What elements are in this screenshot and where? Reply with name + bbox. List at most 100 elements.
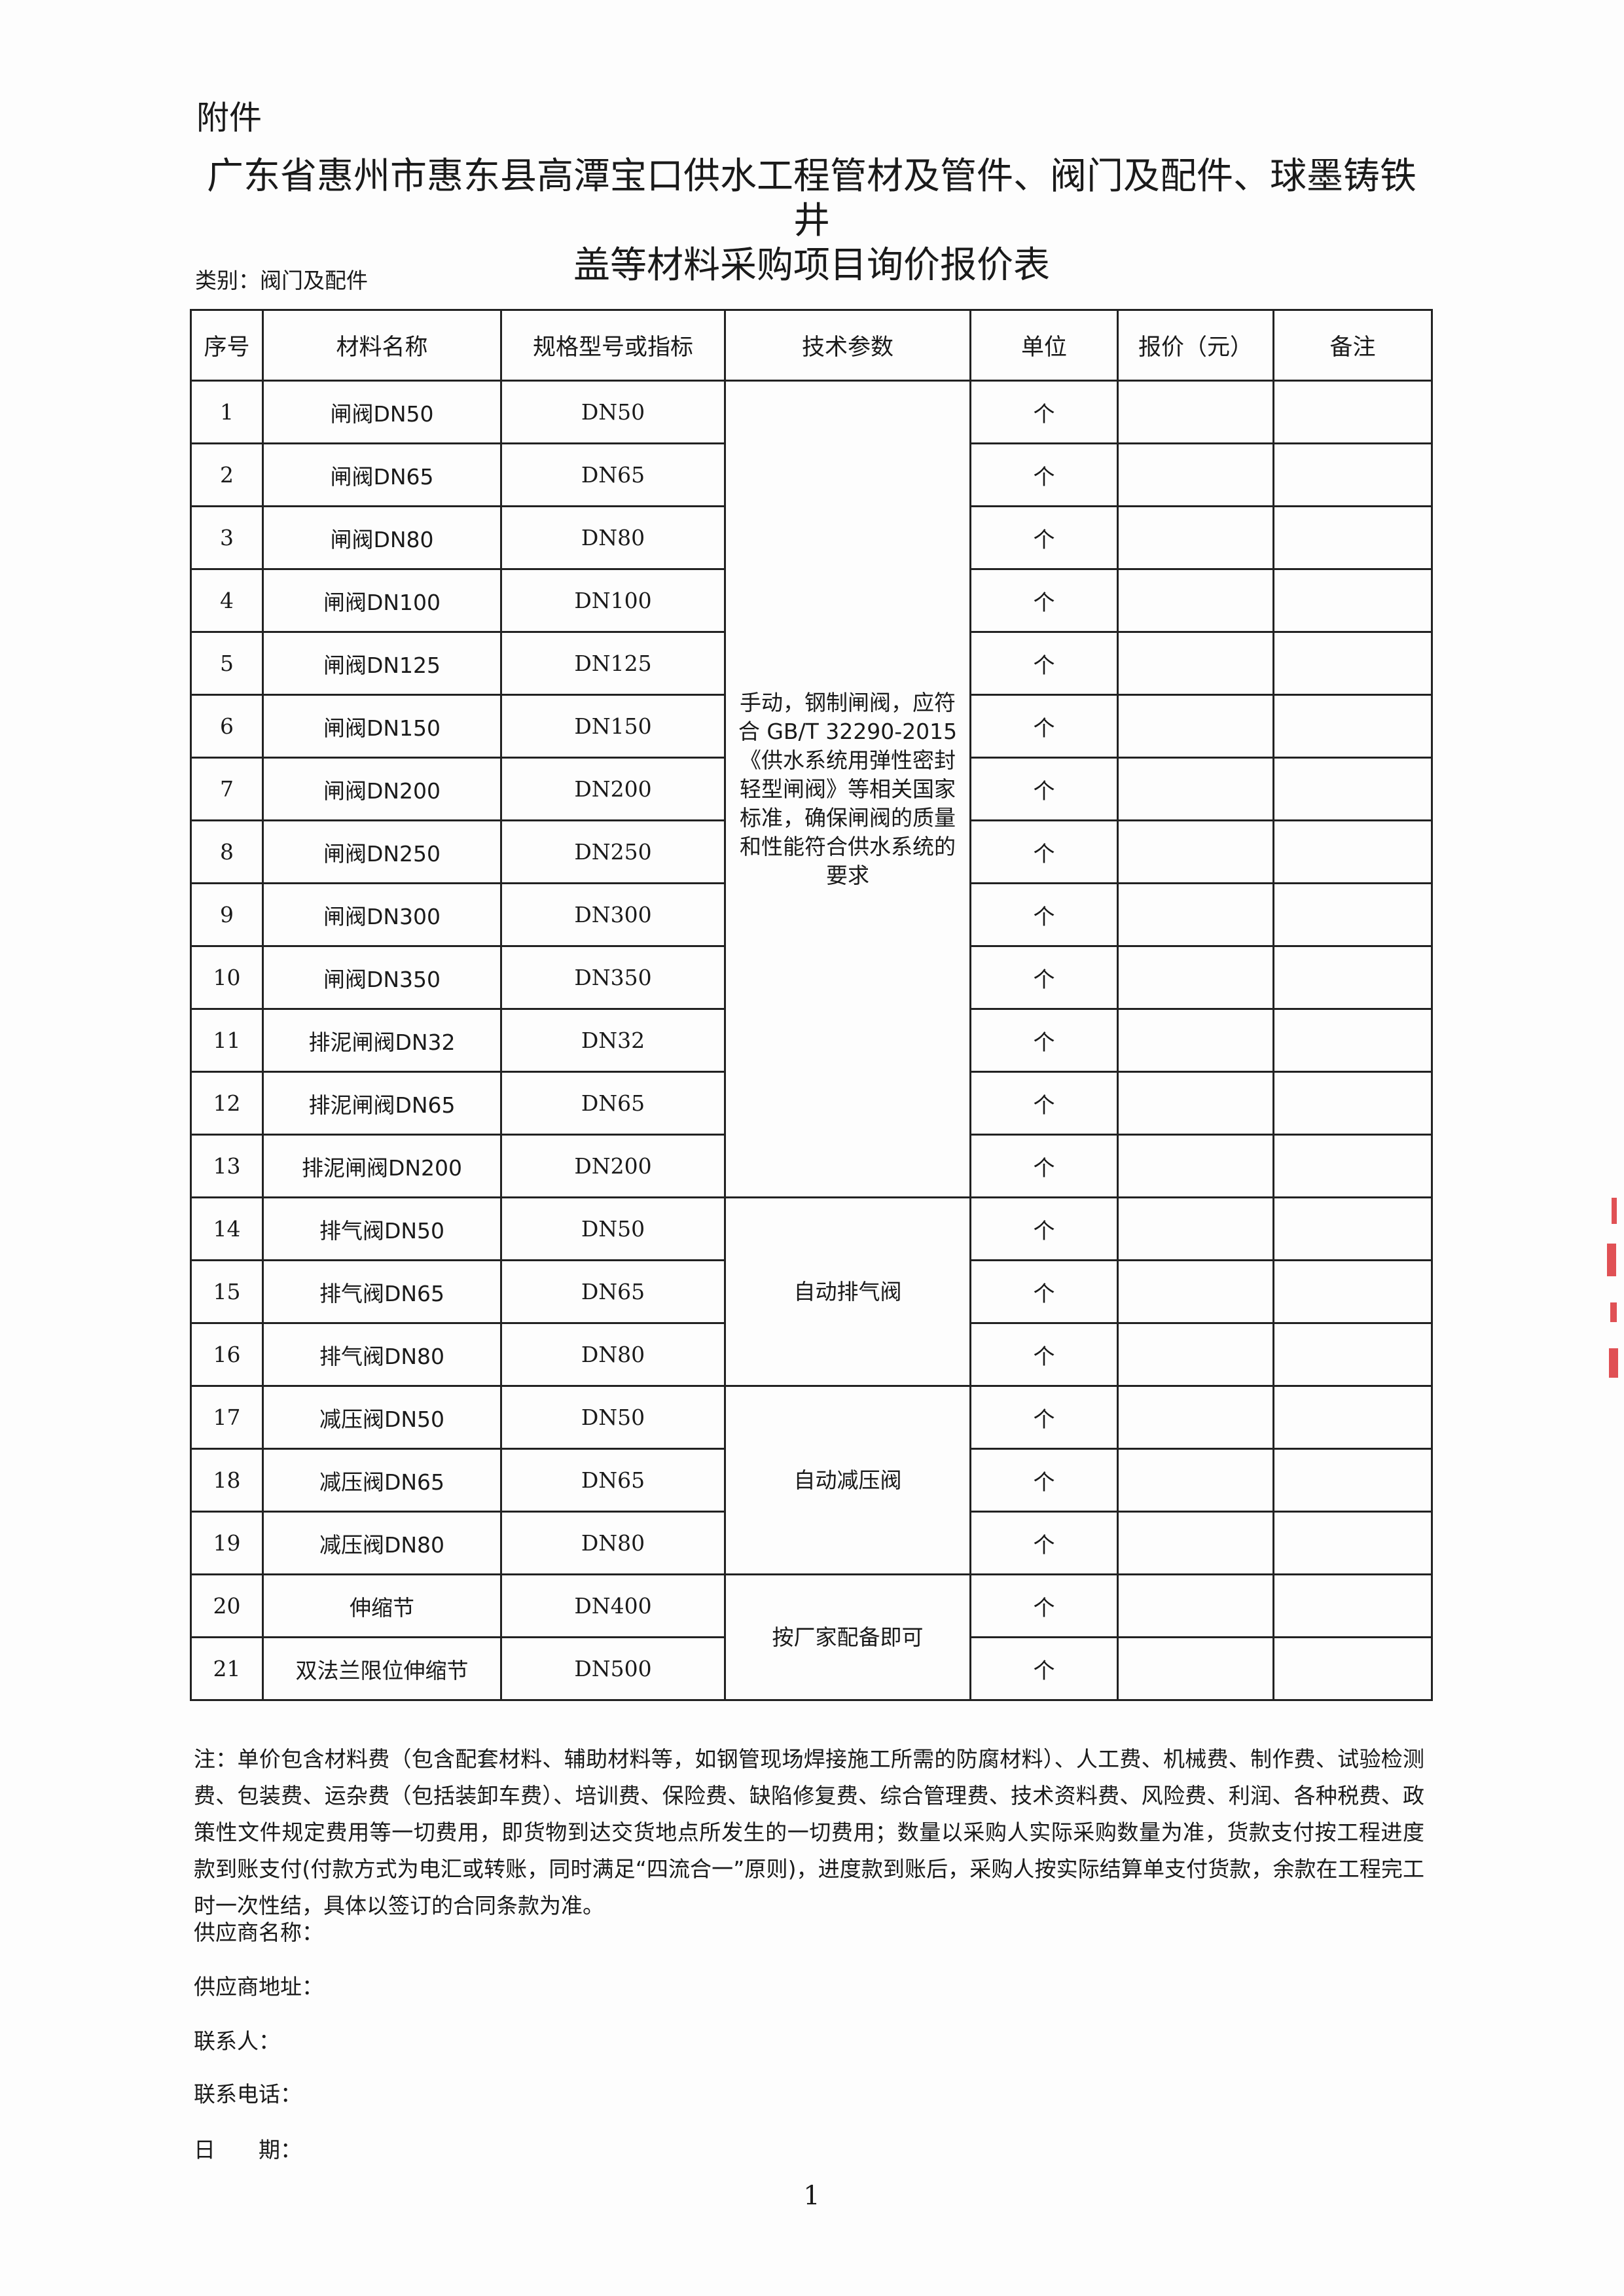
price-cell[interactable] bbox=[1117, 505, 1274, 570]
material-name: 伸缩节 bbox=[262, 1573, 502, 1638]
remark-cell[interactable] bbox=[1272, 1573, 1433, 1638]
specification: DN100 bbox=[500, 568, 726, 633]
column-header: 报价（元） bbox=[1117, 309, 1274, 382]
remark-cell[interactable] bbox=[1272, 380, 1433, 444]
table-row: 11 排泥闸阀DN32 DN32 个 bbox=[190, 1008, 1433, 1073]
price-cell[interactable] bbox=[1117, 442, 1274, 507]
material-name: 排泥闸阀DN32 bbox=[262, 1008, 502, 1073]
column-header: 材料名称 bbox=[262, 309, 502, 382]
price-cell[interactable] bbox=[1117, 819, 1274, 884]
unit: 个 bbox=[969, 505, 1119, 570]
remark-cell[interactable] bbox=[1272, 1385, 1433, 1450]
unit: 个 bbox=[969, 631, 1119, 696]
row-number: 16 bbox=[190, 1322, 264, 1387]
row-number: 1 bbox=[190, 380, 264, 444]
material-name: 闸阀DN250 bbox=[262, 819, 502, 884]
price-cell[interactable] bbox=[1117, 1448, 1274, 1513]
specification: DN80 bbox=[500, 1322, 726, 1387]
row-number: 21 bbox=[190, 1636, 264, 1701]
price-cell[interactable] bbox=[1117, 1322, 1274, 1387]
price-cell[interactable] bbox=[1117, 945, 1274, 1010]
contact-person-label: 联系人： bbox=[194, 2028, 280, 2054]
unit: 个 bbox=[969, 1511, 1119, 1575]
unit: 个 bbox=[969, 694, 1119, 759]
price-cell[interactable] bbox=[1117, 1259, 1274, 1324]
table-row: 16 排气阀DN80 DN80 个 bbox=[190, 1322, 1433, 1387]
price-cell[interactable] bbox=[1117, 1385, 1274, 1450]
price-cell[interactable] bbox=[1117, 631, 1274, 696]
column-header: 序号 bbox=[190, 309, 264, 382]
specification: DN250 bbox=[500, 819, 726, 884]
price-cell[interactable] bbox=[1117, 882, 1274, 947]
table-row: 10 闸阀DN350 DN350 个 bbox=[190, 945, 1433, 1010]
quotation-table: 序号 材料名称 规格型号或指标 技术参数 单位 报价（元） 备注 1 闸阀DN50 DN50 手动… bbox=[190, 309, 1433, 1701]
remark-cell[interactable] bbox=[1272, 1071, 1433, 1136]
remark-cell[interactable] bbox=[1272, 1008, 1433, 1073]
row-number: 13 bbox=[190, 1134, 264, 1198]
table-row: 19 减压阀DN80 DN80 个 bbox=[190, 1511, 1433, 1575]
specification: DN200 bbox=[500, 757, 726, 821]
material-name: 闸阀DN65 bbox=[262, 442, 502, 507]
unit: 个 bbox=[969, 1134, 1119, 1198]
row-number: 14 bbox=[190, 1196, 264, 1261]
material-name: 闸阀DN150 bbox=[262, 694, 502, 759]
remark-cell[interactable] bbox=[1272, 1511, 1433, 1575]
remark-cell[interactable] bbox=[1272, 505, 1433, 570]
table-row: 14 排气阀DN50 DN50 自动排气阀个 bbox=[190, 1196, 1433, 1387]
price-cell[interactable] bbox=[1117, 568, 1274, 633]
remark-cell[interactable] bbox=[1272, 819, 1433, 884]
price-cell[interactable] bbox=[1117, 1196, 1274, 1261]
price-cell[interactable] bbox=[1117, 1071, 1274, 1136]
table-row: 15 排气阀DN65 DN65 个 bbox=[190, 1259, 1433, 1324]
supplier-address-label: 供应商地址： bbox=[194, 1974, 323, 2000]
price-cell[interactable] bbox=[1117, 1511, 1274, 1575]
remark-cell[interactable] bbox=[1272, 757, 1433, 821]
table-row: 4 闸阀DN100 DN100 个 bbox=[190, 568, 1433, 633]
specification: DN50 bbox=[500, 1385, 726, 1450]
price-cell[interactable] bbox=[1117, 694, 1274, 759]
row-number: 12 bbox=[190, 1071, 264, 1136]
technical-parameters: 自动排气阀 bbox=[724, 1196, 971, 1387]
unit: 个 bbox=[969, 1573, 1119, 1638]
remark-cell[interactable] bbox=[1272, 631, 1433, 696]
price-cell[interactable] bbox=[1117, 1636, 1274, 1701]
unit: 个 bbox=[969, 1008, 1119, 1073]
category-label: 类别：阀门及配件 bbox=[195, 268, 368, 293]
material-name: 减压阀DN65 bbox=[262, 1448, 502, 1513]
remark-cell[interactable] bbox=[1272, 882, 1433, 947]
unit: 个 bbox=[969, 568, 1119, 633]
table-row: 12 排泥闸阀DN65 DN65 个 bbox=[190, 1071, 1433, 1136]
title-line-2: 盖等材料采购项目询价报价表 bbox=[573, 244, 1050, 287]
table-row: 8 闸阀DN250 DN250 个 bbox=[190, 819, 1433, 884]
material-name: 闸阀DN300 bbox=[262, 882, 502, 947]
specification: DN32 bbox=[500, 1008, 726, 1073]
material-name: 闸阀DN80 bbox=[262, 505, 502, 570]
material-name: 闸阀DN125 bbox=[262, 631, 502, 696]
remark-cell[interactable] bbox=[1272, 1448, 1433, 1513]
price-cell[interactable] bbox=[1117, 1008, 1274, 1073]
unit: 个 bbox=[969, 1636, 1119, 1701]
remark-cell[interactable] bbox=[1272, 1134, 1433, 1198]
unit: 个 bbox=[969, 757, 1119, 821]
row-number: 17 bbox=[190, 1385, 264, 1450]
remark-cell[interactable] bbox=[1272, 1322, 1433, 1387]
column-header: 技术参数 bbox=[724, 309, 971, 382]
table-row: 2 闸阀DN65 DN65 个 bbox=[190, 442, 1433, 507]
remark-cell[interactable] bbox=[1272, 568, 1433, 633]
price-cell[interactable] bbox=[1117, 1134, 1274, 1198]
specification: DN125 bbox=[500, 631, 726, 696]
remark-cell[interactable] bbox=[1272, 1259, 1433, 1324]
price-cell[interactable] bbox=[1117, 380, 1274, 444]
unit: 个 bbox=[969, 1322, 1119, 1387]
price-cell[interactable] bbox=[1117, 757, 1274, 821]
remark-cell[interactable] bbox=[1272, 945, 1433, 1010]
remark-cell[interactable] bbox=[1272, 1636, 1433, 1701]
remark-cell[interactable] bbox=[1272, 694, 1433, 759]
remark-cell[interactable] bbox=[1272, 1196, 1433, 1261]
note-paragraph: 注：单价包含材料费（包含配套材料、辅助材料等，如钢管现场焊接施工所需的防腐材料）… bbox=[194, 1746, 1424, 1918]
remark-cell[interactable] bbox=[1272, 442, 1433, 507]
price-cell[interactable] bbox=[1117, 1573, 1274, 1638]
material-name: 排泥闸阀DN200 bbox=[262, 1134, 502, 1198]
material-name: 排气阀DN50 bbox=[262, 1196, 502, 1261]
table-row: 21 双法兰限位伸缩节 DN500 个 bbox=[190, 1636, 1433, 1701]
